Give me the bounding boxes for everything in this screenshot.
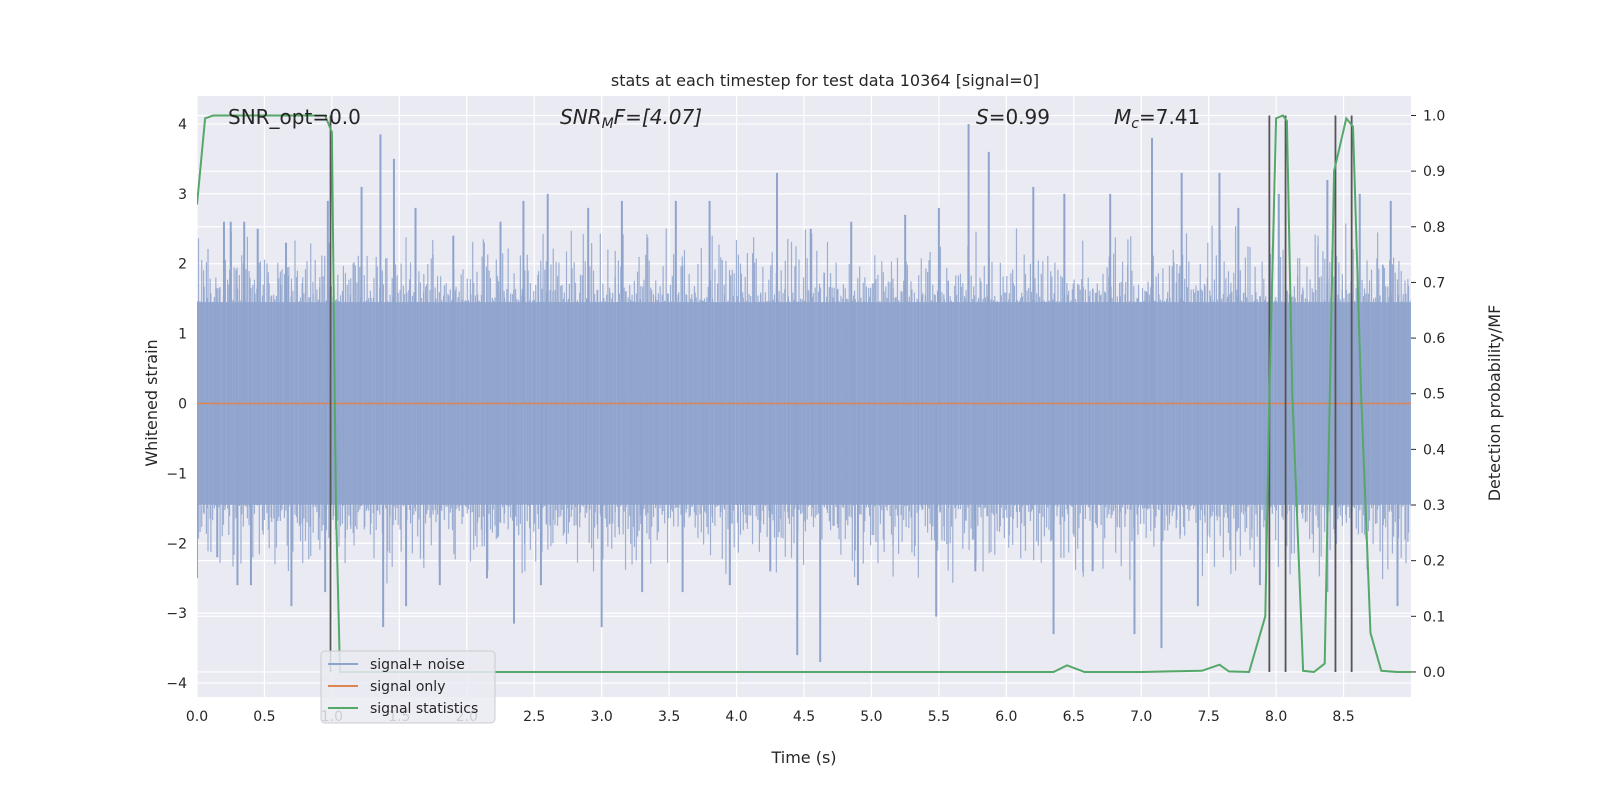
x-tick-label: 3.0 — [591, 709, 613, 725]
legend-label-noise: signal+ noise — [370, 657, 465, 673]
x-axis-label: Time (s) — [770, 748, 836, 767]
y-tick-label: 1 — [178, 327, 187, 343]
x-tick-label: 6.5 — [1063, 709, 1085, 725]
annotation-s-main: S — [976, 105, 989, 129]
y2-tick-label: 0.4 — [1423, 442, 1445, 458]
annotation-mc: Mc=7.41 — [1114, 105, 1200, 132]
legend: signal+ noise signal only signal statist… — [320, 650, 496, 724]
y2-tick-label: 0.0 — [1423, 665, 1445, 681]
y-tick-label: −2 — [166, 536, 187, 552]
x-tick-label: 6.0 — [995, 709, 1017, 725]
signal-statistics-line — [197, 114, 1411, 674]
x-tick-label: 8.5 — [1332, 709, 1354, 725]
y2-tick-label: 0.3 — [1423, 498, 1445, 514]
annotation-snr-mf: SNRMF=[4.07] — [560, 105, 702, 132]
x-tick-label: 5.5 — [928, 709, 950, 725]
legend-label-signal: signal only — [370, 679, 445, 695]
x-tick-label: 4.5 — [793, 709, 815, 725]
y-tick-label: 0 — [178, 396, 187, 412]
annotation-snr-mf-main: SNR — [560, 105, 602, 129]
y-tick-label: −4 — [166, 676, 187, 692]
annotation-snr-mf-tail: F=[4.07] — [614, 105, 702, 129]
noise-spikes — [197, 123, 1411, 663]
annotation-mc-tail: =7.41 — [1139, 105, 1200, 129]
y-tick-label: 4 — [178, 117, 187, 133]
x-tick-label: 3.5 — [658, 709, 680, 725]
x-tick-label: 0.5 — [253, 709, 275, 725]
x-tick-label: 4.0 — [725, 709, 747, 725]
y2-tick-label: 0.6 — [1423, 331, 1445, 347]
y-axis-label: Whitened strain — [142, 339, 161, 466]
y2-tick-label: 0.1 — [1423, 609, 1445, 625]
x-tick-label: 7.0 — [1130, 709, 1152, 725]
y-tick-label: 3 — [178, 187, 187, 203]
y2-tick-label: 0.5 — [1423, 387, 1445, 403]
y-axis-ticks: 4 3 2 1 0 −1 −2 −3 −4 — [166, 117, 187, 692]
y2-tick-label: 0.7 — [1423, 275, 1445, 291]
annotation-mc-sub: c — [1131, 116, 1139, 132]
y2-tick-label: 0.8 — [1423, 220, 1445, 236]
x-tick-label: 0.0 — [186, 709, 208, 725]
legend-box — [320, 650, 496, 724]
y-tick-label: 2 — [178, 257, 187, 273]
legend-label-stats: signal statistics — [370, 701, 478, 717]
y2-tick-label: 0.9 — [1423, 164, 1445, 180]
y2-tick-label: 1.0 — [1423, 108, 1445, 124]
y2-tick-label: 0.2 — [1423, 554, 1445, 570]
x-tick-label: 7.5 — [1198, 709, 1220, 725]
chart-title: stats at each timestep for test data 103… — [611, 71, 1039, 90]
annotation-s-tail: =0.99 — [989, 105, 1050, 129]
annotation-mc-main: M — [1114, 105, 1131, 129]
y2-axis-label: Detection probability/MF — [1485, 305, 1504, 502]
annotation-snr-opt: SNR_opt=0.0 — [228, 105, 361, 129]
x-tick-label: 2.5 — [523, 709, 545, 725]
x-tick-label: 8.0 — [1265, 709, 1287, 725]
x-tick-label: 5.0 — [860, 709, 882, 725]
y2-axis-ticks: 1.0 0.9 0.8 0.7 0.6 0.5 0.4 0.3 0.2 0.1 0.0 — [1411, 108, 1445, 681]
y-tick-label: −3 — [166, 606, 187, 622]
y-tick-label: −1 — [166, 466, 187, 482]
annotation-snr-mf-sub: M — [602, 116, 614, 132]
annotation-s: S=0.99 — [976, 105, 1050, 129]
